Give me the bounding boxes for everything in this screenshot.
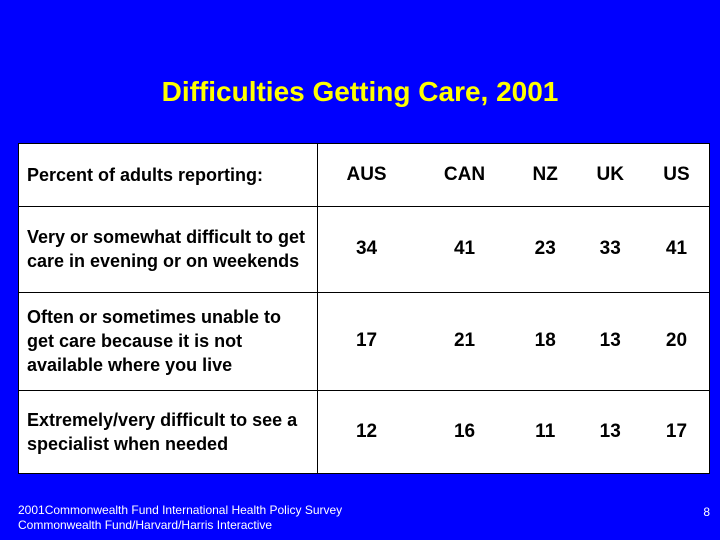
cell-value: 18	[513, 292, 577, 391]
row-label: Often or sometimes unable to get care be…	[19, 292, 318, 391]
cell-value: 17	[317, 292, 416, 391]
column-header-us: US	[643, 144, 709, 207]
table-row: Very or somewhat difficult to get care i…	[19, 206, 709, 293]
column-header-can: CAN	[415, 144, 514, 207]
row-label: Extremely/very difficult to see a specia…	[19, 390, 318, 473]
table-row: Often or sometimes unable to get care be…	[19, 292, 709, 391]
column-header-aus: AUS	[317, 144, 416, 207]
column-header-uk: UK	[576, 144, 644, 207]
table-row: Extremely/very difficult to see a specia…	[19, 390, 709, 473]
data-table: Percent of adults reporting: AUS CAN NZ …	[18, 143, 710, 474]
page-number: 8	[703, 505, 710, 519]
cell-value: 12	[355, 420, 378, 442]
cell-value: 20	[643, 292, 709, 391]
source-line-1: 2001Commonwealth Fund International Heal…	[18, 503, 343, 517]
cell-value: 17	[665, 420, 688, 442]
slide-title: Difficulties Getting Care, 2001	[161, 76, 559, 107]
cell-value: 41	[643, 206, 709, 293]
source-line-2: Commonwealth Fund/Harvard/Harris Interac…	[18, 518, 273, 532]
cell-value: 34	[317, 206, 416, 293]
cell-value: 41	[415, 206, 514, 293]
row-label: Very or somewhat difficult to get care i…	[19, 206, 318, 293]
header-label: Percent of adults reporting:	[19, 144, 318, 207]
cell-value: 11	[535, 420, 556, 442]
table-header-row: Percent of adults reporting: AUS CAN NZ …	[19, 144, 709, 207]
cell-value: 33	[576, 206, 644, 293]
source-footer: 2001Commonwealth Fund International Heal…	[18, 503, 342, 533]
cell-value: 21	[415, 292, 514, 391]
column-header-nz: NZ	[513, 144, 577, 207]
cell-value: 23	[513, 206, 577, 293]
cell-value: 13	[576, 292, 644, 391]
cell-value: 16	[453, 420, 476, 442]
cell-value: 13	[599, 420, 621, 442]
